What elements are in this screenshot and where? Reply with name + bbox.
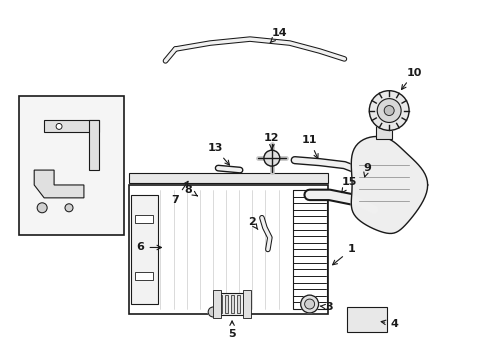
Text: 15: 15 — [341, 177, 356, 193]
Circle shape — [384, 105, 393, 116]
Text: 5: 5 — [228, 321, 235, 339]
Bar — [346, 307, 386, 332]
Bar — [242, 295, 245, 313]
Text: 3: 3 — [320, 302, 333, 312]
Bar — [213, 290, 221, 318]
Circle shape — [300, 295, 318, 313]
Text: 11: 11 — [301, 135, 317, 158]
Text: 9: 9 — [363, 163, 370, 177]
Bar — [128, 173, 327, 183]
Bar — [224, 295, 227, 313]
Text: 7: 7 — [171, 181, 188, 205]
Circle shape — [65, 204, 73, 212]
Bar — [128, 185, 327, 314]
Circle shape — [376, 99, 400, 122]
Bar — [44, 121, 99, 132]
Circle shape — [56, 123, 62, 129]
Bar — [130, 195, 158, 304]
Text: 12: 12 — [264, 133, 279, 149]
Text: 6: 6 — [136, 243, 161, 252]
Polygon shape — [350, 136, 427, 233]
Bar — [230, 295, 233, 313]
Text: 1: 1 — [332, 244, 355, 265]
Bar — [217, 293, 246, 315]
Polygon shape — [34, 170, 84, 198]
Bar — [89, 121, 99, 170]
Circle shape — [264, 150, 279, 166]
Bar — [134, 215, 152, 223]
Text: 10: 10 — [401, 68, 421, 90]
Circle shape — [208, 307, 218, 317]
Circle shape — [304, 299, 314, 309]
Text: 2: 2 — [247, 217, 257, 229]
Bar — [375, 125, 391, 139]
Text: 14: 14 — [269, 28, 287, 43]
Bar — [218, 295, 221, 313]
Bar — [134, 272, 152, 280]
Circle shape — [37, 203, 47, 213]
Bar — [236, 295, 239, 313]
Text: 4: 4 — [381, 319, 397, 329]
Text: 13: 13 — [207, 143, 229, 165]
Bar — [19, 96, 123, 235]
Bar — [243, 290, 250, 318]
Text: 8: 8 — [184, 185, 197, 196]
Bar — [292, 190, 326, 309]
Circle shape — [368, 91, 408, 130]
